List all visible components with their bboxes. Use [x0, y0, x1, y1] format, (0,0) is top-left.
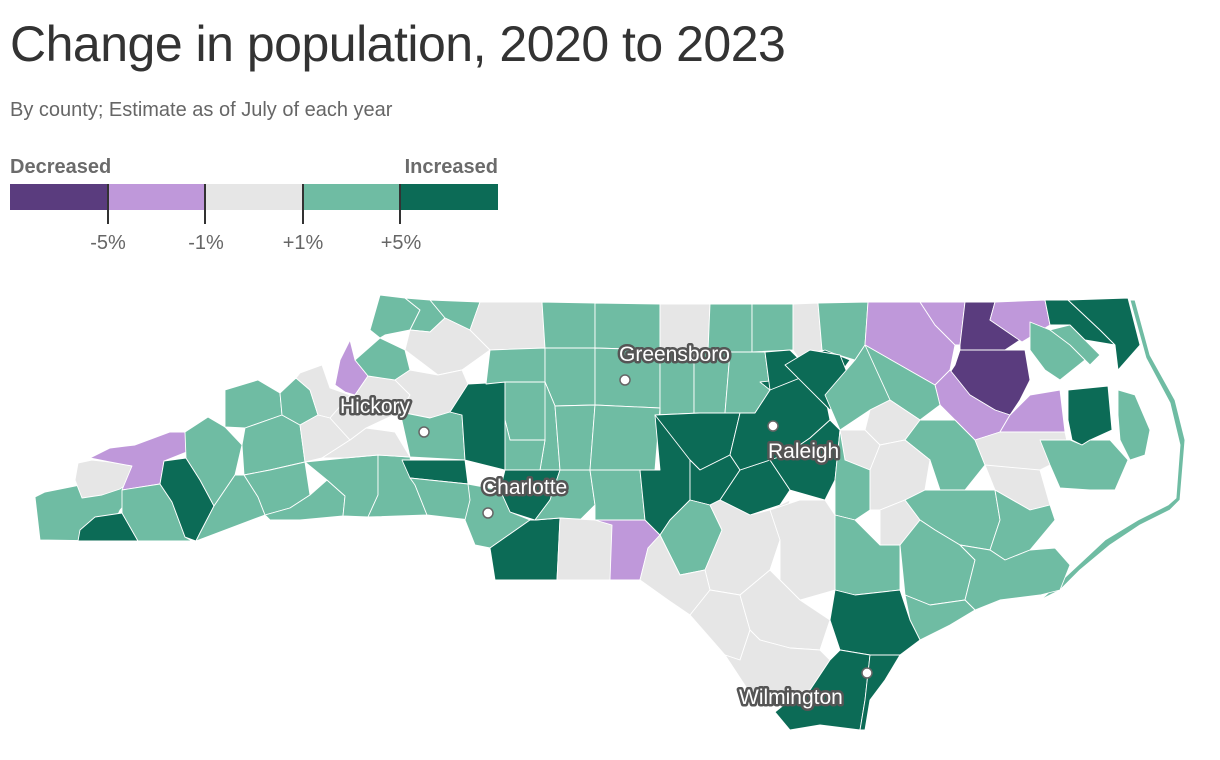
- city-dot-charlotte: [482, 507, 494, 519]
- county: [639, 534, 711, 616]
- county: [774, 649, 871, 731]
- county: [1067, 385, 1113, 446]
- county: [751, 303, 794, 353]
- county: [399, 411, 466, 461]
- chart-title: Change in population, 2020 to 2023: [10, 16, 786, 72]
- county: [919, 301, 966, 346]
- county: [589, 404, 661, 471]
- city-label-greensboro: Greensboro: [619, 343, 730, 366]
- city-markers: Greensboro Hickory Raleigh Charlotte Wil…: [338, 341, 873, 712]
- city-dot-hickory: [418, 426, 430, 438]
- chart-subtitle: By county; Estimate as of July of each y…: [10, 99, 393, 121]
- county: [1067, 297, 1141, 371]
- legend-swatch-strong-increase: [400, 184, 498, 210]
- legend-swatch-strong-decrease: [10, 184, 108, 210]
- legend-tick: [399, 184, 402, 224]
- county: [589, 469, 646, 521]
- legend-swatch-neutral: [205, 184, 303, 210]
- county: [999, 389, 1066, 433]
- city-label-charlotte: Charlotte: [482, 476, 567, 499]
- legend-tick: [204, 184, 207, 224]
- county: [1039, 439, 1129, 491]
- county: [89, 431, 190, 491]
- county: [554, 404, 596, 471]
- city-dot-raleigh: [767, 420, 779, 432]
- county-layer: [34, 294, 1186, 731]
- color-legend: Decreased Increased -5% -1% +1% +5%: [10, 156, 498, 266]
- legend-tick: [301, 184, 304, 224]
- city-dot-wilmington: [861, 667, 873, 679]
- county: [544, 347, 596, 407]
- city-label-wilmington: Wilmington: [739, 686, 843, 709]
- outer-banks: [1039, 299, 1186, 601]
- county: [504, 419, 546, 471]
- county: [556, 517, 616, 581]
- legend-tick: [106, 184, 109, 224]
- county: [724, 629, 831, 699]
- county: [829, 589, 921, 656]
- city-label-raleigh: Raleigh: [768, 440, 839, 463]
- legend-tick-label: -1%: [188, 232, 224, 254]
- legend-tick-label: +5%: [380, 232, 422, 254]
- county: [541, 301, 596, 349]
- legend-tick-label: -5%: [90, 232, 126, 254]
- city-dot-greensboro: [619, 374, 631, 386]
- legend-swatch-decrease: [107, 184, 206, 210]
- legend-color-bar: [10, 184, 498, 210]
- city-label-hickory: Hickory: [340, 395, 411, 418]
- county: [485, 347, 546, 385]
- choropleth-map: Greensboro Hickory Raleigh Charlotte Wil…: [34, 294, 1186, 731]
- legend-decreased-label: Decreased: [10, 156, 112, 178]
- county: [534, 469, 596, 521]
- county: [1117, 389, 1151, 461]
- legend-increased-label: Increased: [404, 156, 498, 178]
- legend-swatch-increase: [302, 184, 401, 210]
- legend-tick-label: +1%: [282, 232, 324, 254]
